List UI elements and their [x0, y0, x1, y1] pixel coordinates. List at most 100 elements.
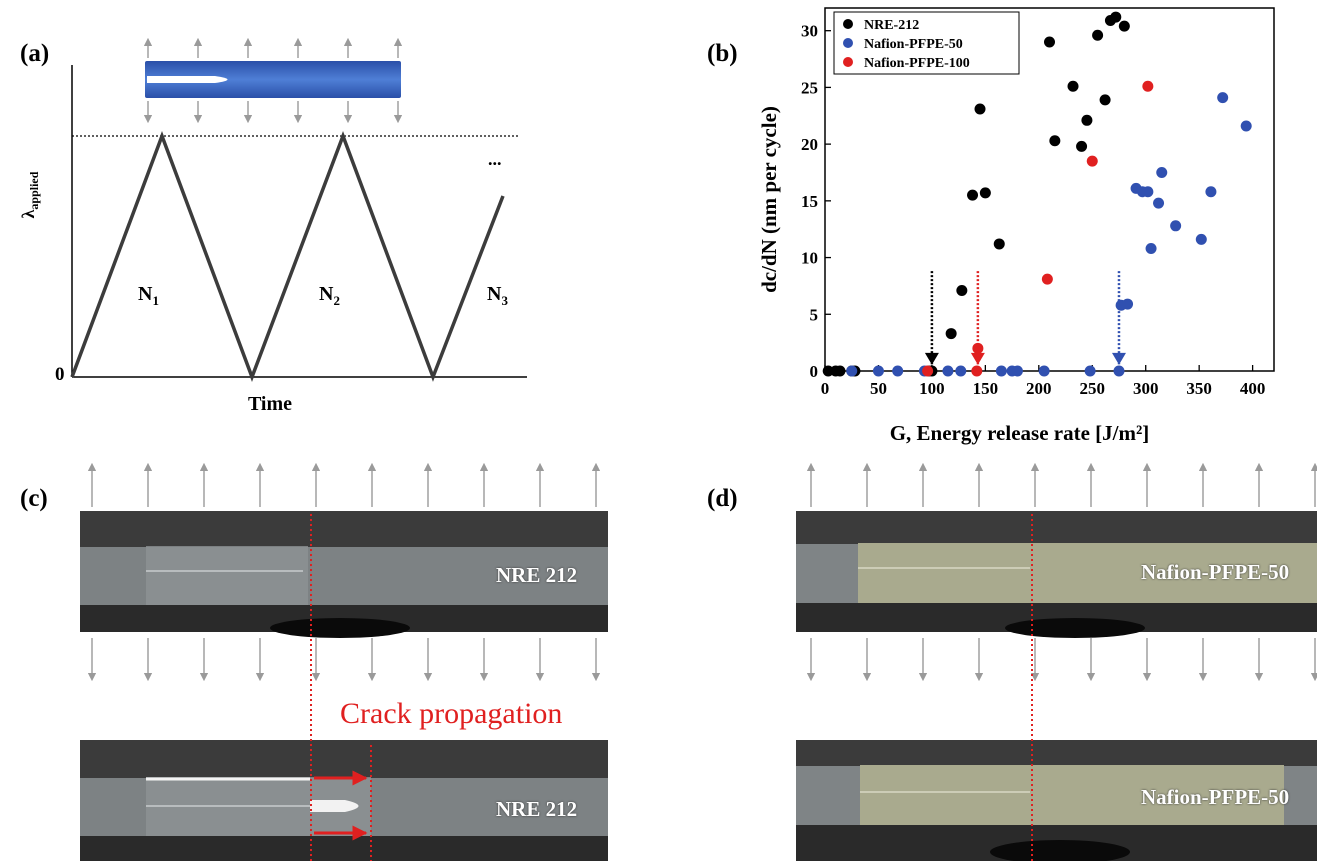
panel-a-ylabel: λapplied: [18, 171, 41, 218]
y-tick-label: 0: [810, 362, 819, 381]
threshold-arrowhead: [1111, 352, 1126, 365]
data-point: [1092, 29, 1104, 41]
legend-marker: [843, 38, 853, 48]
data-point: [1086, 155, 1098, 167]
data-point: [967, 189, 979, 201]
panel-d-top-sample-label: Nafion-PFPE-50: [1141, 560, 1290, 584]
data-point: [979, 187, 991, 199]
panel-b-chart: 0 50 100 150 200 250 300 350 400 0 5 10 15 20 25 30 G, E…: [757, 7, 1275, 445]
panel-c-bottom-sample-label: NRE 212: [496, 797, 578, 821]
data-point: [995, 365, 1007, 377]
y-tick-label: 10: [801, 249, 818, 268]
chart-frame: [824, 7, 1275, 372]
data-point: [846, 365, 858, 377]
cycle-label-n1: N1: [138, 283, 159, 308]
data-point: [1099, 94, 1111, 106]
panel-c-label: (c): [20, 485, 48, 512]
data-point: [1084, 365, 1096, 377]
data-point: [846, 365, 858, 377]
x-tick-label: 300: [1133, 379, 1159, 398]
data-point: [918, 365, 930, 377]
x-tick-label: 200: [1026, 379, 1052, 398]
data-point: [1115, 299, 1127, 311]
data-point: [1153, 197, 1165, 209]
data-point: [1038, 365, 1050, 377]
data-point: [822, 365, 834, 377]
y-axis-label: dc/dN (nm per cycle): [757, 106, 781, 293]
data-point: [972, 342, 984, 354]
panel-a-label: (a): [20, 40, 50, 67]
data-point: [993, 238, 1005, 250]
panel-d-label: (d): [707, 485, 738, 512]
data-point: [1205, 186, 1217, 198]
panel-d-arrows-bottom: [806, 638, 1317, 682]
legend-label: NRE-212: [864, 18, 919, 33]
stretch-arrows-up: [143, 37, 403, 58]
threshold-arrowhead: [924, 352, 939, 365]
x-axis-label: G, Energy release rate [J/m²]: [890, 421, 1150, 445]
data-point: [1118, 20, 1130, 32]
legend-marker: [843, 57, 853, 67]
data-point: [1137, 186, 1149, 198]
data-point: [1011, 365, 1023, 377]
data-point: [1049, 135, 1061, 147]
data-point: [834, 365, 846, 377]
x-tick-label: 50: [870, 379, 887, 398]
cycle-label-n2: N2: [319, 283, 340, 308]
data-point: [830, 365, 842, 377]
cycle-label-n3: N3: [487, 283, 508, 308]
continuation-ellipsis: ...: [488, 149, 502, 169]
data-point: [849, 365, 861, 377]
data-point: [1142, 186, 1154, 198]
data-point: [955, 365, 967, 377]
y-tick-label: 25: [801, 78, 818, 97]
data-point: [1067, 80, 1079, 92]
data-point: [1156, 166, 1168, 178]
data-point: [1145, 242, 1157, 254]
x-tick-label: 150: [973, 379, 999, 398]
data-point: [1006, 365, 1018, 377]
data-point: [926, 365, 938, 377]
data-point: [1076, 140, 1088, 152]
data-point: [942, 365, 954, 377]
data-point: [971, 365, 983, 377]
data-point: [1081, 114, 1093, 126]
y-tick-label: 30: [801, 22, 818, 41]
data-point: [1044, 36, 1055, 48]
crack-propagation-label: Crack propagation: [340, 697, 563, 730]
data-point: [956, 284, 968, 296]
data-point: [1217, 92, 1229, 104]
panel-c-arrows-bottom: [87, 638, 601, 682]
panel-a-axes: [71, 65, 527, 378]
data-point: [892, 365, 904, 377]
legend-box: [833, 11, 1020, 75]
data-point: [1122, 298, 1134, 310]
threshold-arrowhead: [970, 352, 985, 365]
data-point: [1113, 365, 1125, 377]
panel-a-xlabel: Time: [248, 393, 292, 415]
stretch-arrows-down: [143, 101, 403, 124]
legend-label: Nafion-PFPE-100: [864, 56, 970, 71]
y-tick-label: 15: [801, 192, 818, 211]
data-point: [974, 103, 986, 115]
data-point: [1130, 182, 1142, 194]
legend-label: Nafion-PFPE-50: [864, 37, 963, 52]
sample-schematic: [143, 37, 403, 124]
y-tick-label: 5: [810, 305, 819, 324]
data-point: [1110, 11, 1122, 23]
x-tick-label: 250: [1080, 379, 1106, 398]
data-point: [923, 365, 935, 377]
panel-c-top-sample-label: NRE 212: [496, 563, 578, 587]
data-point: [1104, 14, 1116, 26]
data-point: [1142, 80, 1154, 92]
panel-c-arrows-top: [87, 462, 601, 507]
panel-d-arrows-top: [806, 462, 1317, 507]
x-tick-label: 350: [1186, 379, 1212, 398]
panel-b-label: (b): [707, 40, 738, 67]
x-tick-label: 100: [919, 379, 945, 398]
panel-a-origin-label: 0: [55, 364, 65, 385]
data-point: [872, 365, 884, 377]
panel-d-bottom-sample-label: Nafion-PFPE-50: [1141, 785, 1290, 809]
legend-marker: [843, 19, 853, 29]
